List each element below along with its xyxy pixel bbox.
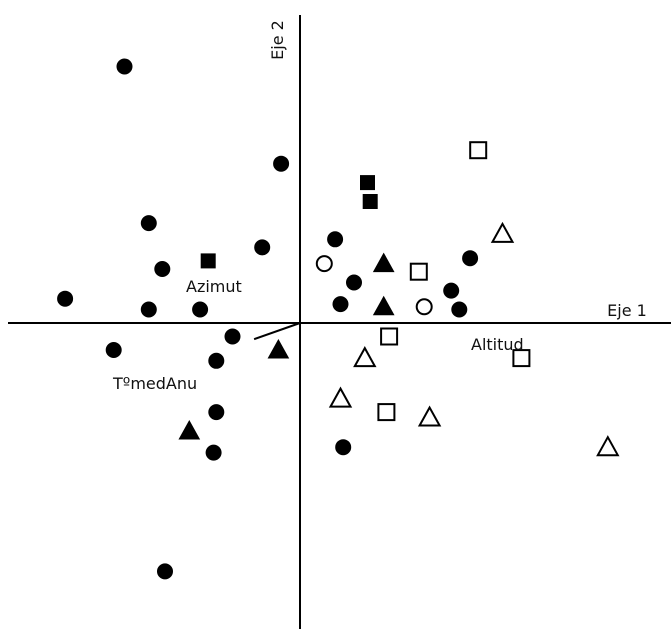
vector-label-altitud: Altitud (471, 335, 524, 354)
point-filled-triangle (372, 295, 395, 316)
point-filled-triangle (267, 338, 290, 359)
point-filled-circle (254, 239, 271, 256)
point-filled-triangle (178, 419, 201, 440)
point-hollow-circle (315, 255, 333, 273)
point-filled-triangle (372, 252, 395, 273)
point-filled-circle (346, 274, 362, 291)
vector-azimut (253, 322, 301, 341)
point-hollow-circle (415, 298, 433, 316)
point-filled-circle (327, 231, 344, 248)
vector-label-azimut: Azimut (186, 277, 242, 296)
point-filled-circle (208, 404, 225, 421)
point-hollow-square (380, 327, 399, 346)
point-filled-circle (224, 328, 241, 345)
point-filled-circle (451, 301, 468, 318)
environmental-vectors (253, 322, 446, 341)
point-filled-circle (140, 215, 157, 232)
point-hollow-triangle (596, 435, 620, 457)
point-filled-circle (443, 282, 460, 299)
point-hollow-square (512, 349, 531, 368)
vector-label-tmedanu: TºmedAnu (112, 374, 197, 393)
point-filled-square (362, 194, 378, 209)
point-filled-circle (57, 290, 74, 307)
point-filled-circle (140, 301, 157, 318)
point-filled-circle (116, 58, 133, 75)
point-hollow-square (377, 403, 396, 422)
point-filled-circle (192, 301, 209, 318)
x-axis-label: Eje 1 (607, 301, 647, 320)
y-axis-label: Eje 2 (268, 20, 287, 60)
point-filled-circle (157, 563, 173, 580)
point-filled-circle (208, 352, 225, 369)
point-filled-circle (273, 155, 290, 172)
point-filled-circle (205, 444, 222, 461)
point-filled-circle (332, 296, 349, 313)
point-hollow-triangle (417, 405, 442, 427)
point-hollow-square (409, 262, 428, 281)
data-points (57, 58, 620, 580)
point-hollow-triangle (353, 346, 377, 368)
point-filled-circle (335, 439, 352, 456)
point-filled-circle (462, 250, 479, 267)
point-hollow-triangle (490, 221, 515, 243)
point-filled-square (200, 253, 216, 269)
point-hollow-square (469, 141, 488, 160)
point-hollow-triangle (328, 386, 353, 408)
point-filled-square (360, 175, 375, 191)
point-filled-circle (105, 342, 122, 358)
point-filled-circle (154, 261, 171, 277)
